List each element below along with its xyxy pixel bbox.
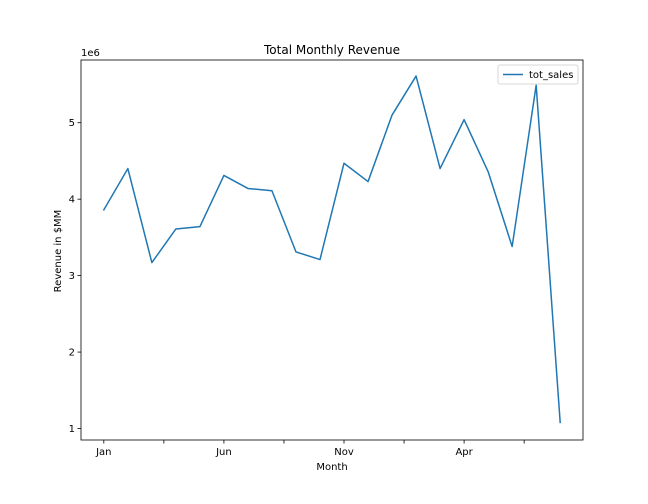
x-tick-label: Apr: [455, 447, 473, 458]
legend-label-tot_sales: tot_sales: [529, 70, 573, 81]
y-tick-label: 2: [69, 348, 75, 359]
series-line-tot_sales: [102, 75, 561, 424]
chart-marks: 1 2 3 4 5 Jan Jun Nov Apr tot_sales: [69, 59, 584, 458]
x-tick-label: Jun: [215, 447, 232, 458]
y-tick-label: 4: [69, 195, 75, 206]
y-tick-label: 3: [69, 271, 75, 282]
y-tick-label: 5: [69, 118, 75, 129]
y-tick-label: 1: [69, 424, 75, 435]
legend-box: [497, 64, 579, 85]
plot-area-frame: [80, 59, 584, 441]
x-tick-label: Jan: [95, 447, 111, 458]
y-axis-offset-label: 1e6: [81, 48, 100, 59]
y-axis-label: Revenue in $MM: [53, 210, 64, 293]
x-tick-label: Nov: [334, 447, 354, 458]
x-axis-label: Month: [316, 462, 347, 473]
chart-title: Total Monthly Revenue: [263, 43, 400, 57]
